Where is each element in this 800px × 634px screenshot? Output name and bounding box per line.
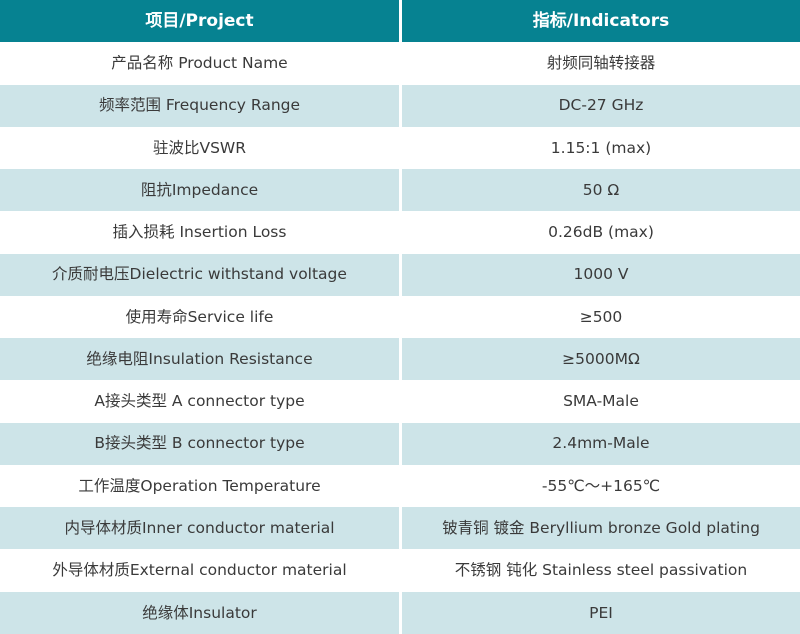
table-row: A接头类型 A connector type SMA-Male: [0, 380, 800, 423]
column-header-indicators: 指标/Indicators: [402, 0, 800, 43]
table-row: 插入损耗 Insertion Loss 0.26dB (max): [0, 211, 800, 254]
column-divider: [399, 507, 402, 550]
project-cell: 频率范围 Frequency Range: [0, 84, 399, 127]
table-row: 驻波比VSWR 1.15:1 (max): [0, 126, 800, 170]
column-divider: [399, 42, 402, 85]
table-row: 频率范围 Frequency Range DC-27 GHz: [0, 84, 800, 127]
project-cell: 阻抗Impedance: [0, 169, 399, 212]
column-divider: [399, 253, 402, 296]
project-cell: 驻波比VSWR: [0, 126, 399, 170]
indicator-cell: ≥500: [402, 295, 800, 339]
column-divider: [399, 126, 402, 170]
project-cell: 绝缘体Insulator: [0, 591, 399, 634]
indicator-cell: 1000 V: [402, 253, 800, 296]
table-row: 介质耐电压Dielectric withstand voltage 1000 V: [0, 253, 800, 296]
indicator-cell: 0.26dB (max): [402, 211, 800, 254]
table-row: 绝缘体Insulator PEI: [0, 591, 800, 634]
project-cell: 绝缘电阻Insulation Resistance: [0, 338, 399, 381]
table-row: 使用寿命Service life ≥500: [0, 295, 800, 339]
project-cell: 产品名称 Product Name: [0, 42, 399, 85]
column-header-project: 项目/Project: [0, 0, 399, 43]
column-divider: [399, 295, 402, 339]
table-row: 内导体材质Inner conductor material 铍青铜 镀金 Bery…: [0, 507, 800, 550]
indicator-cell: 不锈钢 钝化 Stainless steel passivation: [402, 549, 800, 592]
table-row: 阻抗Impedance 50 Ω: [0, 169, 800, 212]
column-divider: [399, 0, 402, 43]
indicator-cell: 2.4mm-Male: [402, 422, 800, 465]
header-row: 项目/Project 指标/Indicators: [0, 0, 800, 43]
column-divider: [399, 422, 402, 465]
indicator-cell: 50 Ω: [402, 169, 800, 212]
project-cell: 插入损耗 Insertion Loss: [0, 211, 399, 254]
project-cell: 使用寿命Service life: [0, 295, 399, 339]
column-divider: [399, 549, 402, 592]
indicator-cell: ≥5000MΩ: [402, 338, 800, 381]
project-cell: 工作温度Operation Temperature: [0, 464, 399, 508]
indicator-cell: SMA-Male: [402, 380, 800, 423]
column-divider: [399, 464, 402, 508]
indicator-cell: 射频同轴转接器: [402, 42, 800, 85]
column-divider: [399, 380, 402, 423]
project-cell: 内导体材质Inner conductor material: [0, 507, 399, 550]
table-row: 外导体材质External conductor material 不锈钢 钝化 S…: [0, 549, 800, 592]
table-row: 工作温度Operation Temperature -55℃～+165℃: [0, 464, 800, 508]
indicator-cell: 1.15:1 (max): [402, 126, 800, 170]
column-divider: [399, 338, 402, 381]
indicator-cell: -55℃～+165℃: [402, 464, 800, 508]
indicator-cell: 铍青铜 镀金 Beryllium bronze Gold plating: [402, 507, 800, 550]
column-divider: [399, 169, 402, 212]
column-divider: [399, 591, 402, 634]
column-divider: [399, 84, 402, 127]
project-cell: A接头类型 A connector type: [0, 380, 399, 423]
project-cell: 外导体材质External conductor material: [0, 549, 399, 592]
indicator-cell: DC-27 GHz: [402, 84, 800, 127]
project-cell: 介质耐电压Dielectric withstand voltage: [0, 253, 399, 296]
table-row: B接头类型 B connector type 2.4mm-Male: [0, 422, 800, 465]
table-row: 产品名称 Product Name 射频同轴转接器: [0, 42, 800, 85]
project-cell: B接头类型 B connector type: [0, 422, 399, 465]
indicator-cell: PEI: [402, 591, 800, 634]
column-divider: [399, 211, 402, 254]
table-row: 绝缘电阻Insulation Resistance ≥5000MΩ: [0, 338, 800, 381]
